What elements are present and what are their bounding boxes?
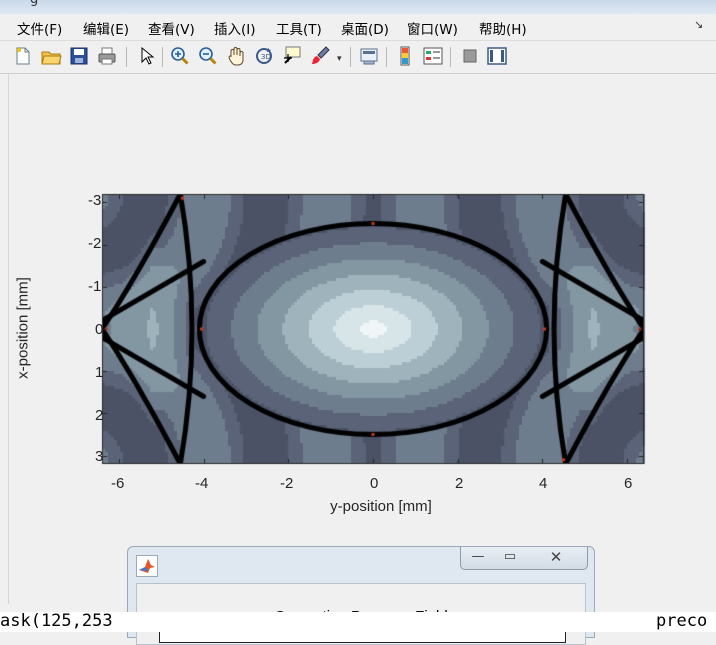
y-tick-label: -2 — [88, 235, 102, 252]
x-tick-label: 4 — [539, 475, 548, 492]
colorbar-icon[interactable] — [394, 45, 416, 67]
command-window[interactable]: ask(125,253 preco — [0, 611, 716, 632]
data-cursor-icon[interactable] — [281, 45, 303, 67]
pointer-icon[interactable] — [135, 45, 157, 67]
print-icon[interactable] — [96, 45, 118, 67]
x-axis-label: y-position [mm] — [330, 498, 432, 515]
menu-bar: 文件(F) 编辑(E) 查看(V) 插入(I) 工具(T) 桌面(D) 窗口(W… — [0, 14, 716, 41]
menu-file[interactable]: 文件(F) — [17, 22, 63, 38]
new-file-icon[interactable] — [12, 45, 34, 67]
console-text: preco — [656, 611, 708, 631]
console-text: ask(125,253 — [0, 611, 113, 631]
y-tick-label: 3 — [95, 448, 104, 465]
open-folder-icon[interactable] — [40, 45, 62, 67]
zoom-out-icon[interactable] — [197, 45, 219, 67]
window-title-bar: g — [0, 0, 716, 14]
x-tick-label: -2 — [280, 475, 294, 492]
x-tick-label: 2 — [455, 475, 464, 492]
menu-edit[interactable]: 编辑(E) — [83, 22, 130, 38]
legend-icon[interactable] — [422, 45, 444, 67]
menu-help[interactable]: 帮助(H) — [479, 22, 527, 38]
pressure-field-heatmap[interactable] — [9, 74, 716, 604]
x-tick-label: 0 — [370, 475, 379, 492]
x-tick-label: -6 — [111, 475, 125, 492]
hide-plot-tools-icon[interactable] — [459, 45, 481, 67]
menu-dock-arrow-icon[interactable]: ↘ — [694, 18, 704, 31]
menu-desktop[interactable]: 桌面(D) — [341, 22, 389, 38]
x-tick-label: 6 — [624, 475, 633, 492]
y-tick-label: 0 — [95, 321, 104, 338]
menu-view[interactable]: 查看(V) — [148, 22, 195, 38]
show-plot-tools-icon[interactable] — [486, 45, 508, 67]
matlab-logo-icon — [136, 555, 158, 577]
y-tick-label: 1 — [95, 364, 104, 381]
figure-area: -3 -2 -1 0 1 2 3 -6 -4 -2 0 2 4 6 y-posi… — [8, 74, 716, 604]
maximize-button[interactable]: ▭ — [503, 549, 517, 564]
menu-window[interactable]: 窗口(W) — [407, 22, 458, 38]
y-tick-label: 2 — [95, 407, 104, 424]
y-axis-label: x-position [mm] — [14, 277, 32, 379]
minimize-button[interactable]: — — [471, 549, 485, 564]
pan-hand-icon[interactable] — [225, 45, 247, 67]
window-title: g — [30, 0, 38, 7]
x-tick-label: -4 — [195, 475, 209, 492]
menu-insert[interactable]: 插入(I) — [214, 22, 256, 38]
svg-text:3D: 3D — [261, 53, 271, 61]
close-button[interactable]: ✕ — [549, 548, 563, 566]
y-tick-label: -3 — [88, 192, 102, 209]
link-plot-icon[interactable] — [358, 45, 380, 67]
brush-icon[interactable] — [309, 45, 331, 67]
y-tick-label: -1 — [88, 278, 102, 295]
rotate-3d-icon[interactable]: 3D — [253, 45, 275, 67]
figure-toolbar: 3D ▾ — [0, 41, 716, 74]
window-controls: — ▭ ✕ — [460, 547, 588, 570]
save-icon[interactable] — [68, 45, 90, 67]
menu-tools[interactable]: 工具(T) — [276, 22, 322, 38]
brush-dropdown-icon[interactable]: ▾ — [337, 54, 342, 64]
zoom-in-icon[interactable] — [169, 45, 191, 67]
